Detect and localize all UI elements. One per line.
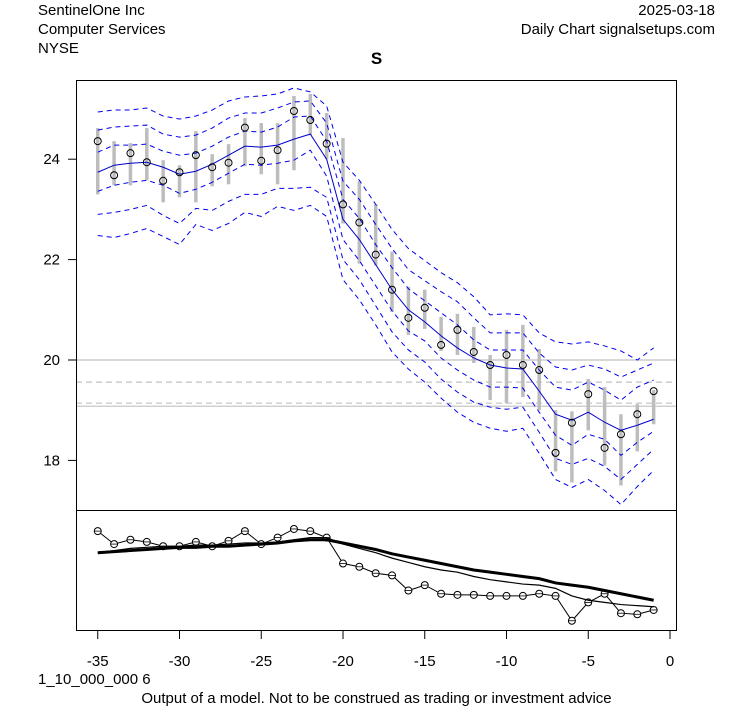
close-point xyxy=(224,158,233,167)
disclaimer: Output of a model. Not to be construed a… xyxy=(141,690,612,707)
close-point xyxy=(126,149,135,158)
header-left: SentinelOne Inc Computer Services NYSE xyxy=(38,1,166,58)
company-name: SentinelOne Inc xyxy=(38,2,145,19)
close-point xyxy=(616,430,625,439)
close-point xyxy=(649,387,658,396)
y-tick-label: 24 xyxy=(43,151,60,168)
close-point xyxy=(404,313,413,322)
close-point xyxy=(584,390,593,399)
y-tick-label: 20 xyxy=(43,352,60,369)
close-point xyxy=(322,139,331,148)
model-code: 1_10_000_000 6 xyxy=(38,671,151,688)
close-point xyxy=(93,137,102,146)
y-tick-label: 22 xyxy=(43,252,60,269)
close-point xyxy=(567,418,576,427)
close-point xyxy=(437,340,446,349)
x-tick-label: 0 xyxy=(666,653,674,670)
close-point xyxy=(420,303,429,312)
band-line-bandplus2 xyxy=(97,100,654,378)
close-point xyxy=(469,347,478,356)
x-tick-label: -30 xyxy=(169,653,191,670)
slow-avg-line xyxy=(97,538,654,602)
close-point xyxy=(339,200,347,209)
x-tick-label: -5 xyxy=(582,653,595,670)
chart-title: S xyxy=(370,49,383,68)
close-point xyxy=(535,366,544,375)
x-tick-label: -10 xyxy=(496,653,518,670)
close-point xyxy=(486,361,495,370)
band-line-bandminus3 xyxy=(97,204,655,506)
band-lines xyxy=(97,87,655,506)
fast-avg-line xyxy=(97,536,654,608)
header-right: 2025-03-18 Daily Chart signalsetups.com xyxy=(521,1,715,39)
close-point xyxy=(600,443,609,452)
close-point xyxy=(355,218,364,227)
close-point xyxy=(273,146,282,155)
close-point xyxy=(453,325,462,334)
mid-line xyxy=(97,133,654,431)
close-point xyxy=(633,410,642,419)
band-line-bandplus3 xyxy=(97,87,654,361)
indicator-panel xyxy=(93,524,658,625)
close-point xyxy=(518,361,527,370)
band-line-bandplus1 xyxy=(97,115,654,401)
close-point xyxy=(191,151,200,160)
chart-date: 2025-03-18 xyxy=(638,2,715,19)
close-point xyxy=(240,123,249,132)
band-line-bandminus2 xyxy=(97,186,654,481)
chart-source: Daily Chart signalsetups.com xyxy=(520,21,715,38)
close-point xyxy=(159,176,168,185)
reference-lines xyxy=(76,359,676,407)
close-point xyxy=(388,285,397,294)
close-point xyxy=(502,350,511,359)
x-tick-label: -25 xyxy=(250,653,272,670)
close-point xyxy=(289,107,298,116)
x-tick-label: -15 xyxy=(414,653,436,670)
close-point xyxy=(257,156,266,165)
x-tick-label: -35 xyxy=(87,653,109,670)
range-bars xyxy=(96,93,656,486)
close-points xyxy=(93,107,658,457)
x-tick-label: -20 xyxy=(332,653,354,670)
close-point xyxy=(110,171,119,180)
close-point xyxy=(208,163,217,172)
exchange-label: NYSE xyxy=(38,40,79,57)
close-point xyxy=(551,448,560,457)
price-panel-frame xyxy=(76,80,677,511)
close-point xyxy=(306,116,315,125)
band-line-bandminus1 xyxy=(97,149,654,457)
close-point xyxy=(371,250,380,259)
indicator-panel-frame xyxy=(76,510,677,631)
axes: 18 20 22 24 -35 -30 -25 -20 -15 -10 -5 0 xyxy=(43,151,674,670)
sector-label: Computer Services xyxy=(38,21,166,38)
close-point xyxy=(142,158,151,167)
y-tick-label: 18 xyxy=(43,452,60,469)
close-point xyxy=(175,168,184,177)
